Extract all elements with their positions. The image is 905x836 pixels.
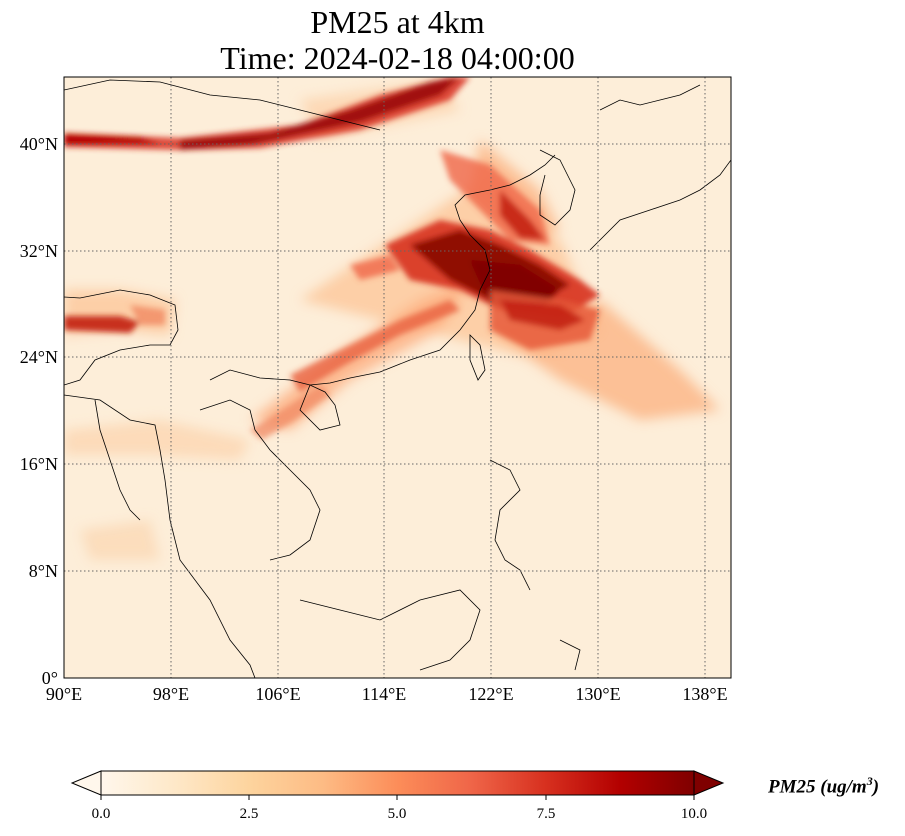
lat-tick-label: 32°N [20,241,58,261]
lon-tick-label: 130°E [575,684,620,704]
lon-tick-label: 138°E [682,684,727,704]
colorbar-label: PM25 (ug/m3) [768,774,879,798]
colorbar-label-sup: 3 [866,774,873,788]
colorbar-tick-label: 0.0 [92,806,111,822]
colorbar-extend-max [693,770,725,796]
colorbar-tick-label: 10.0 [681,806,707,822]
lat-tick-label: 8°N [29,561,58,581]
plume-layer-strong [64,77,600,440]
lon-tick-label: 90°E [46,684,82,704]
lat-tick-label: 24°N [20,347,58,367]
colorbar-extend-min [70,770,102,796]
colorbar-tick-label: 5.0 [388,806,407,822]
map-title-line1: PM25 at 4km [310,4,485,40]
map-frame [63,76,732,679]
lon-tick-label: 98°E [153,684,189,704]
lon-tick-label: 106°E [255,684,300,704]
lat-tick-label: 16°N [20,454,58,474]
pm25-field [64,77,731,678]
coastlines [64,79,731,678]
map-title-line2: Time: 2024-02-18 04:00:00 [220,40,575,76]
lat-tick-label: 40°N [20,134,58,154]
colorbar-label-close: ) [872,776,880,798]
colorbar-label-text: PM25 (ug/m [768,776,867,798]
colorbar-tick-label: 7.5 [537,806,556,822]
colorbar-tick-label: 2.5 [240,806,259,822]
gridlines [64,77,731,678]
lon-tick-label: 114°E [362,684,407,704]
colorbar-gradient [101,771,694,795]
lon-tick-label: 122°E [468,684,513,704]
colorbar: 0.0 2.5 5.0 7.5 10.0 [70,770,725,822]
lat-tick-label: 0° [42,668,58,688]
